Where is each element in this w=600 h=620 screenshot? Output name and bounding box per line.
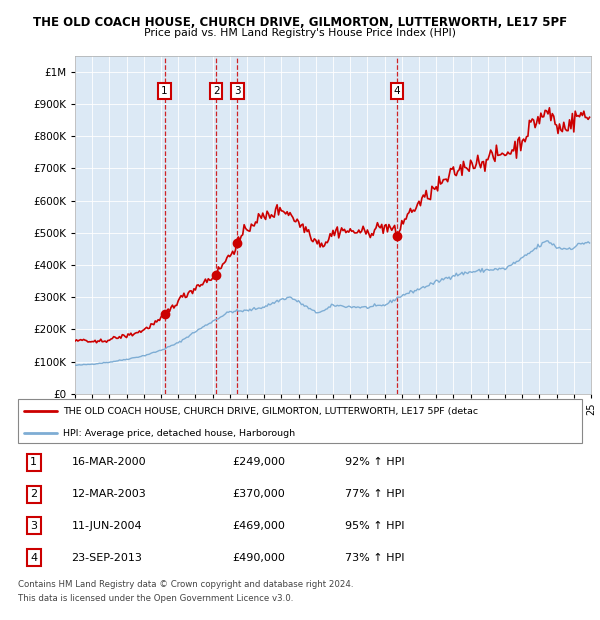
Text: £469,000: £469,000 [232,521,285,531]
Text: Contains HM Land Registry data © Crown copyright and database right 2024.: Contains HM Land Registry data © Crown c… [18,580,353,589]
Text: 4: 4 [30,552,37,562]
Text: THE OLD COACH HOUSE, CHURCH DRIVE, GILMORTON, LUTTERWORTH, LE17 5PF: THE OLD COACH HOUSE, CHURCH DRIVE, GILMO… [33,16,567,29]
Text: 23-SEP-2013: 23-SEP-2013 [71,552,142,562]
Text: £490,000: £490,000 [232,552,285,562]
Text: 4: 4 [394,86,400,96]
Text: 92% ↑ HPI: 92% ↑ HPI [345,458,405,467]
Text: 95% ↑ HPI: 95% ↑ HPI [345,521,404,531]
Text: £370,000: £370,000 [232,489,285,499]
Text: 2: 2 [213,86,220,96]
Text: THE OLD COACH HOUSE, CHURCH DRIVE, GILMORTON, LUTTERWORTH, LE17 5PF (detac: THE OLD COACH HOUSE, CHURCH DRIVE, GILMO… [63,407,478,415]
Text: 1: 1 [161,86,168,96]
Text: 73% ↑ HPI: 73% ↑ HPI [345,552,404,562]
Text: HPI: Average price, detached house, Harborough: HPI: Average price, detached house, Harb… [63,429,295,438]
Text: 1: 1 [30,458,37,467]
Text: 3: 3 [30,521,37,531]
Text: 77% ↑ HPI: 77% ↑ HPI [345,489,405,499]
Text: £249,000: £249,000 [232,458,286,467]
Text: 16-MAR-2000: 16-MAR-2000 [71,458,146,467]
Text: 11-JUN-2004: 11-JUN-2004 [71,521,142,531]
Text: 2: 2 [30,489,37,499]
Text: 12-MAR-2003: 12-MAR-2003 [71,489,146,499]
Text: This data is licensed under the Open Government Licence v3.0.: This data is licensed under the Open Gov… [18,594,293,603]
Text: 3: 3 [234,86,241,96]
Text: Price paid vs. HM Land Registry's House Price Index (HPI): Price paid vs. HM Land Registry's House … [144,28,456,38]
